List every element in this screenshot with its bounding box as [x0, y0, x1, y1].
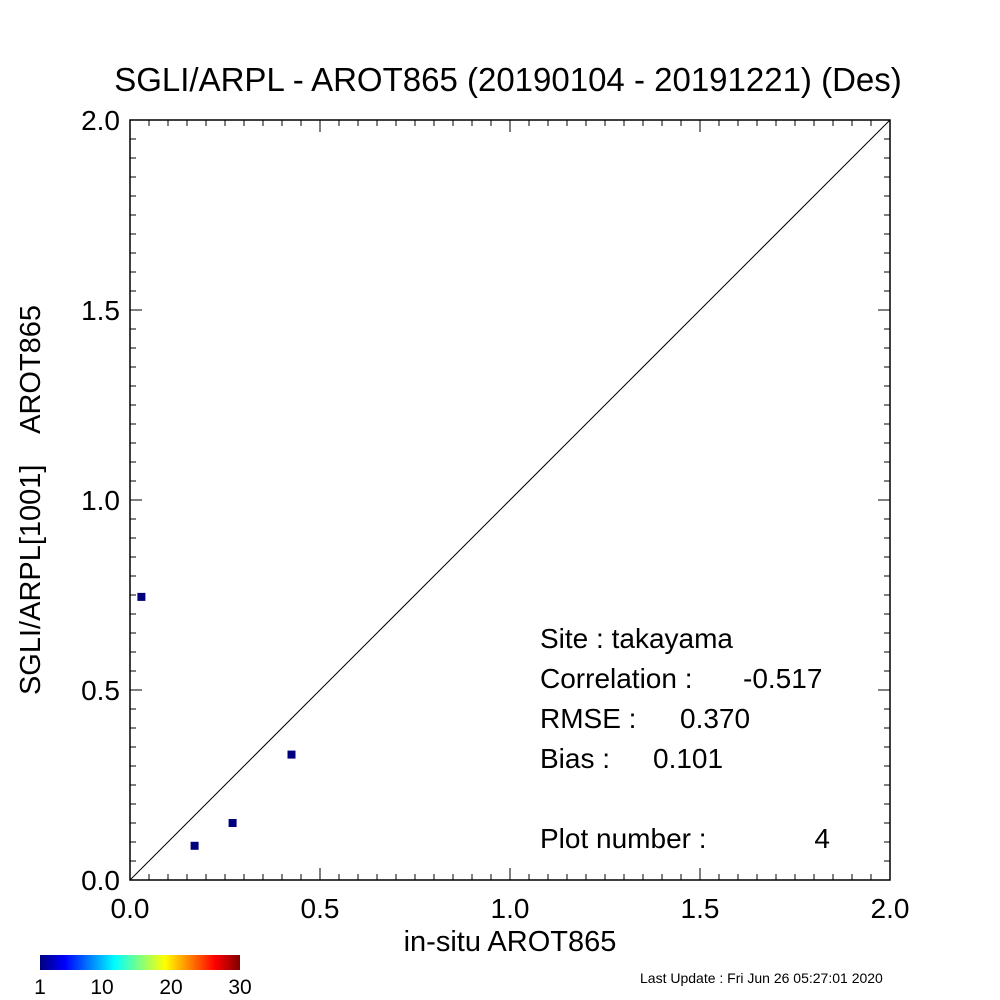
data-point	[190, 841, 199, 850]
stat-rmse-value: 0.370	[680, 703, 750, 734]
data-point	[137, 592, 146, 601]
colorbar-gradient	[40, 955, 240, 970]
y-tick-label: 0.5	[81, 675, 120, 706]
colorbar-tick-label: 1	[34, 976, 46, 999]
axis-tick-labels: 0.0 0.5 1.0 1.5 2.0 0.0 0.5 1.0 1.5 2.0	[81, 105, 909, 924]
x-tick-label: 1.0	[491, 893, 530, 924]
stat-rmse-label: RMSE :	[540, 703, 636, 734]
x-tick-label: 1.5	[681, 893, 720, 924]
y-tick-label: 0.0	[81, 865, 120, 896]
colorbar: 1 10 20 30	[34, 955, 252, 999]
chart-title: SGLI/ARPL - AROT865 (20190104 - 20191221…	[114, 61, 902, 98]
colorbar-tick-label: 10	[90, 976, 113, 999]
stat-bias-value: 0.101	[653, 743, 723, 774]
stat-correlation-value: -0.517	[743, 663, 822, 694]
y-tick-label: 2.0	[81, 105, 120, 136]
x-tick-label: 0.5	[301, 893, 340, 924]
x-tick-label: 2.0	[871, 893, 910, 924]
data-point	[287, 750, 296, 759]
stat-site: Site : takayama	[540, 623, 733, 654]
colorbar-tick-label: 20	[159, 976, 182, 999]
stat-bias-label: Bias :	[540, 743, 610, 774]
data-points	[137, 592, 296, 850]
y-tick-label: 1.5	[81, 295, 120, 326]
data-point	[228, 819, 237, 827]
stat-plot-number-value: 4	[814, 823, 830, 854]
stat-correlation-label: Correlation :	[540, 663, 693, 694]
y-tick-label: 1.0	[81, 485, 120, 516]
one-to-one-line	[129, 119, 891, 881]
colorbar-tick-label: 30	[228, 976, 251, 999]
last-update-text: Last Update : Fri Jun 26 05:27:01 2020	[640, 970, 883, 986]
x-tick-label: 0.0	[111, 893, 150, 924]
stats-box: Site : takayama Correlation : -0.517 RMS…	[540, 623, 830, 854]
axis-ticks	[130, 120, 890, 880]
y-axis-label: SGLI/ARPL[1001] AROT865	[15, 305, 47, 695]
stat-plot-number-label: Plot number :	[540, 823, 707, 854]
colorbar-labels: 1 10 20 30	[34, 976, 252, 999]
x-axis-label: in-situ AROT865	[404, 926, 617, 958]
